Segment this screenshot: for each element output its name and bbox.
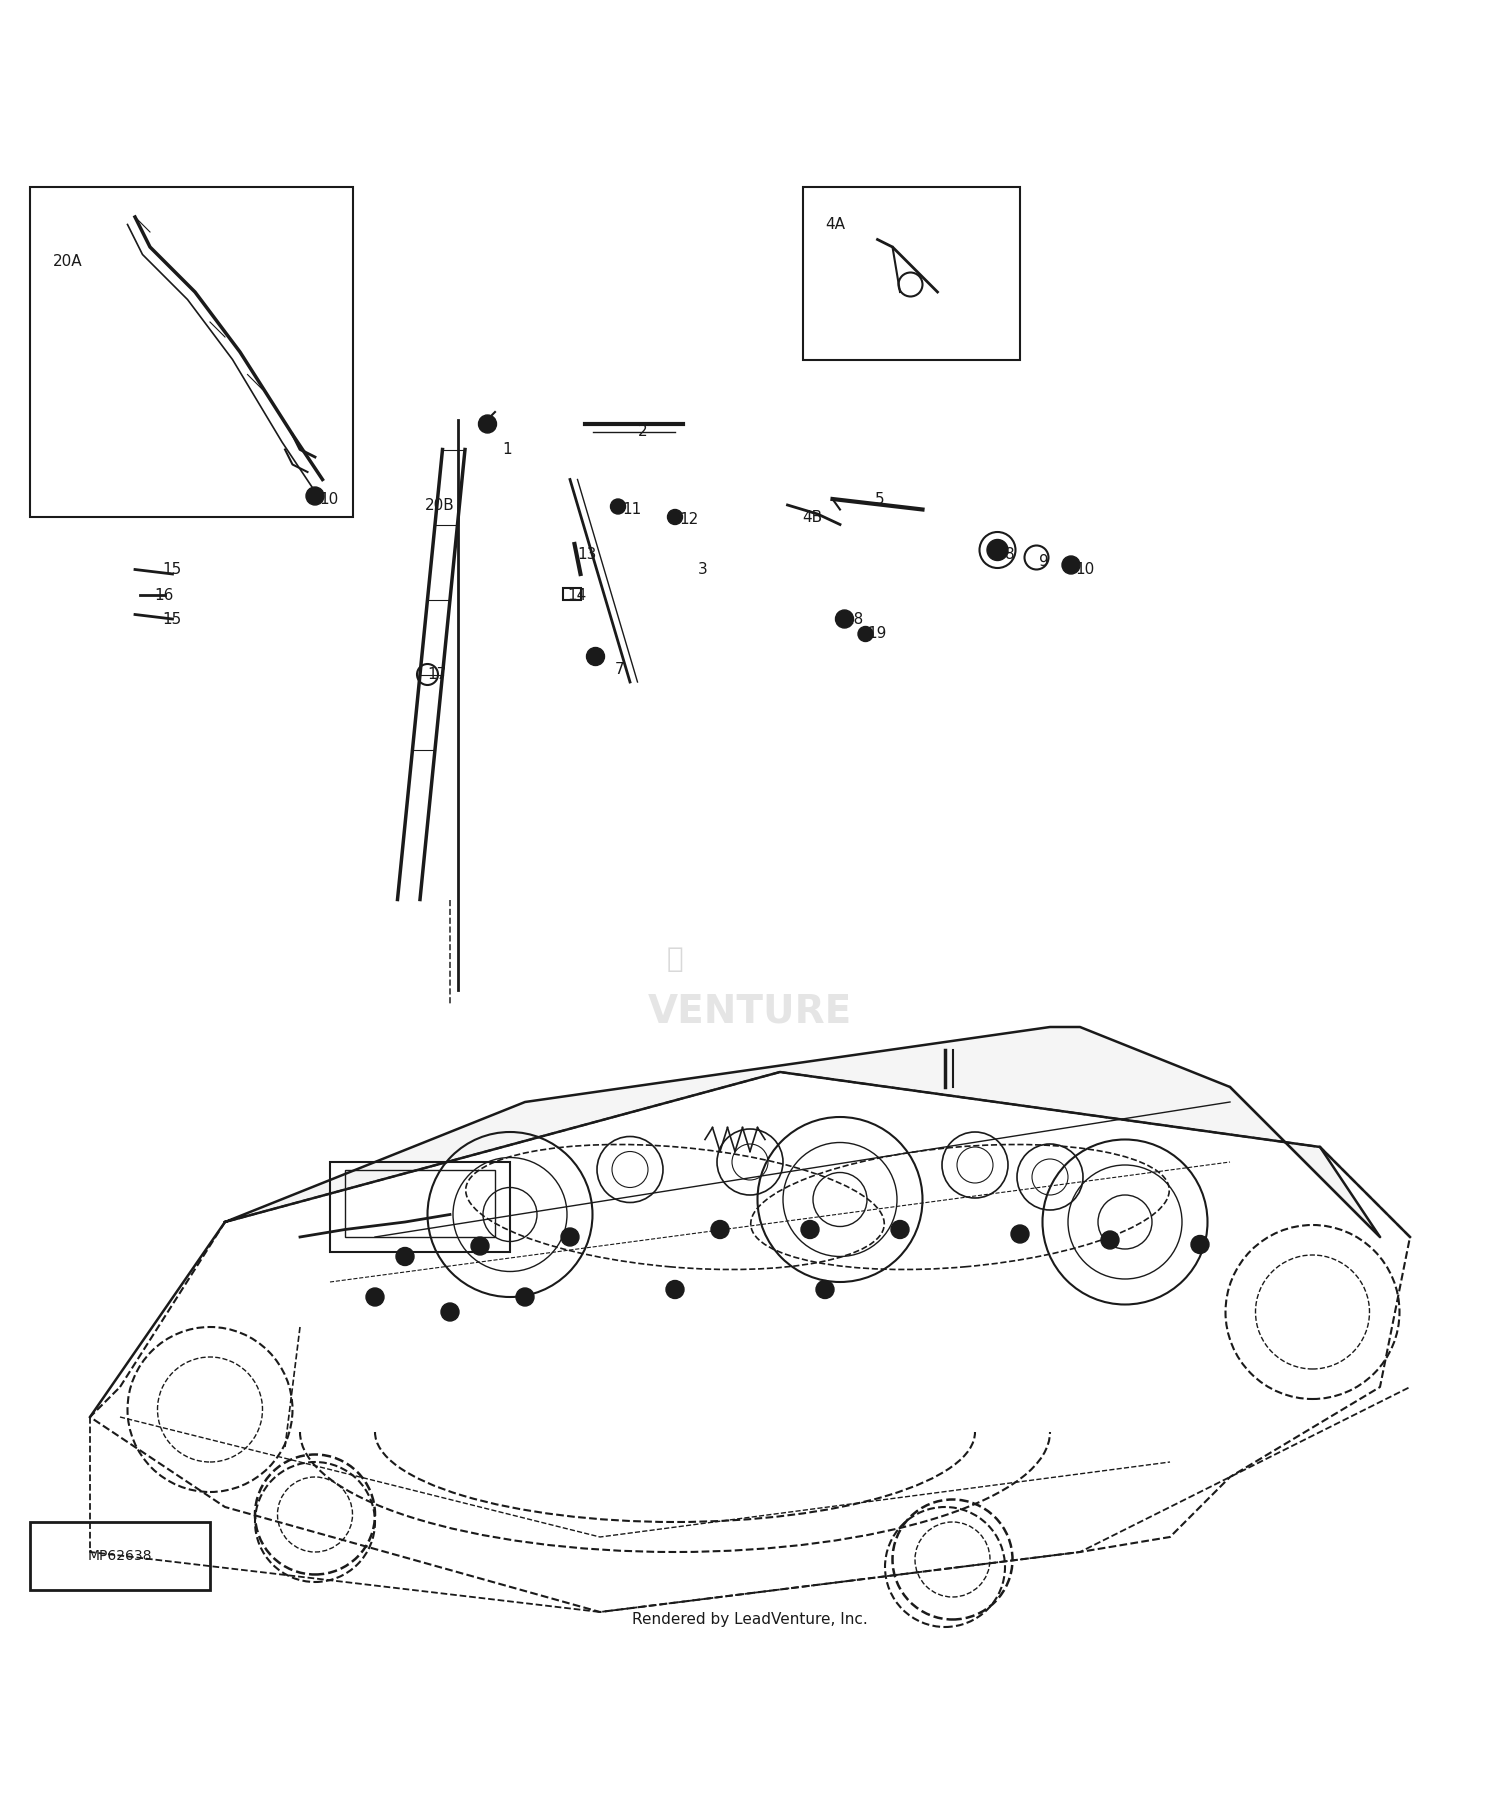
Text: VENTURE: VENTURE bbox=[648, 992, 852, 1030]
Text: 13: 13 bbox=[578, 548, 597, 562]
Bar bbox=[562, 588, 580, 599]
Polygon shape bbox=[225, 1027, 1380, 1237]
Text: 20B: 20B bbox=[424, 497, 454, 513]
Text: 12: 12 bbox=[680, 513, 699, 528]
Text: 11: 11 bbox=[622, 502, 642, 517]
Text: 4B: 4B bbox=[802, 510, 822, 524]
Circle shape bbox=[668, 510, 682, 524]
Bar bbox=[330, 1163, 510, 1252]
Circle shape bbox=[396, 1248, 414, 1266]
Text: 🔥: 🔥 bbox=[666, 945, 684, 974]
Text: 10: 10 bbox=[1076, 562, 1095, 577]
Bar bbox=[30, 1522, 210, 1589]
Circle shape bbox=[516, 1288, 534, 1306]
Circle shape bbox=[1191, 1235, 1209, 1253]
Circle shape bbox=[586, 648, 604, 666]
Circle shape bbox=[891, 1221, 909, 1239]
Text: 14: 14 bbox=[567, 588, 586, 602]
Circle shape bbox=[306, 486, 324, 504]
Circle shape bbox=[1062, 557, 1080, 573]
Text: 20A: 20A bbox=[53, 254, 82, 270]
Text: 17: 17 bbox=[427, 668, 447, 682]
Circle shape bbox=[1101, 1232, 1119, 1250]
Text: 18: 18 bbox=[844, 611, 864, 626]
Circle shape bbox=[801, 1221, 819, 1239]
Text: 9: 9 bbox=[1040, 555, 1050, 570]
Text: 8: 8 bbox=[1005, 548, 1014, 562]
Text: 7: 7 bbox=[615, 662, 624, 677]
Text: 4A: 4A bbox=[825, 218, 844, 232]
Text: 3: 3 bbox=[698, 562, 708, 577]
Circle shape bbox=[666, 1281, 684, 1299]
Text: 2: 2 bbox=[638, 424, 646, 439]
Text: Rendered by LeadVenture, Inc.: Rendered by LeadVenture, Inc. bbox=[632, 1613, 868, 1627]
Text: MP62638: MP62638 bbox=[87, 1549, 153, 1562]
Circle shape bbox=[441, 1302, 459, 1321]
Circle shape bbox=[471, 1237, 489, 1255]
Text: 15: 15 bbox=[162, 562, 182, 577]
Circle shape bbox=[836, 610, 854, 628]
Text: 15: 15 bbox=[162, 611, 182, 626]
Circle shape bbox=[711, 1221, 729, 1239]
Circle shape bbox=[858, 626, 873, 642]
Circle shape bbox=[366, 1288, 384, 1306]
Text: 5: 5 bbox=[874, 492, 884, 506]
Circle shape bbox=[1011, 1224, 1029, 1243]
Text: 6: 6 bbox=[590, 649, 598, 664]
Bar bbox=[30, 187, 352, 517]
Text: 19: 19 bbox=[867, 626, 886, 642]
Circle shape bbox=[561, 1228, 579, 1246]
Text: 16: 16 bbox=[154, 588, 174, 602]
Circle shape bbox=[816, 1281, 834, 1299]
Text: 10: 10 bbox=[320, 492, 339, 506]
Circle shape bbox=[610, 499, 626, 513]
Bar bbox=[802, 187, 1020, 359]
Bar bbox=[345, 1170, 495, 1237]
Text: 1: 1 bbox=[503, 443, 512, 457]
Circle shape bbox=[987, 539, 1008, 561]
Circle shape bbox=[478, 415, 496, 434]
